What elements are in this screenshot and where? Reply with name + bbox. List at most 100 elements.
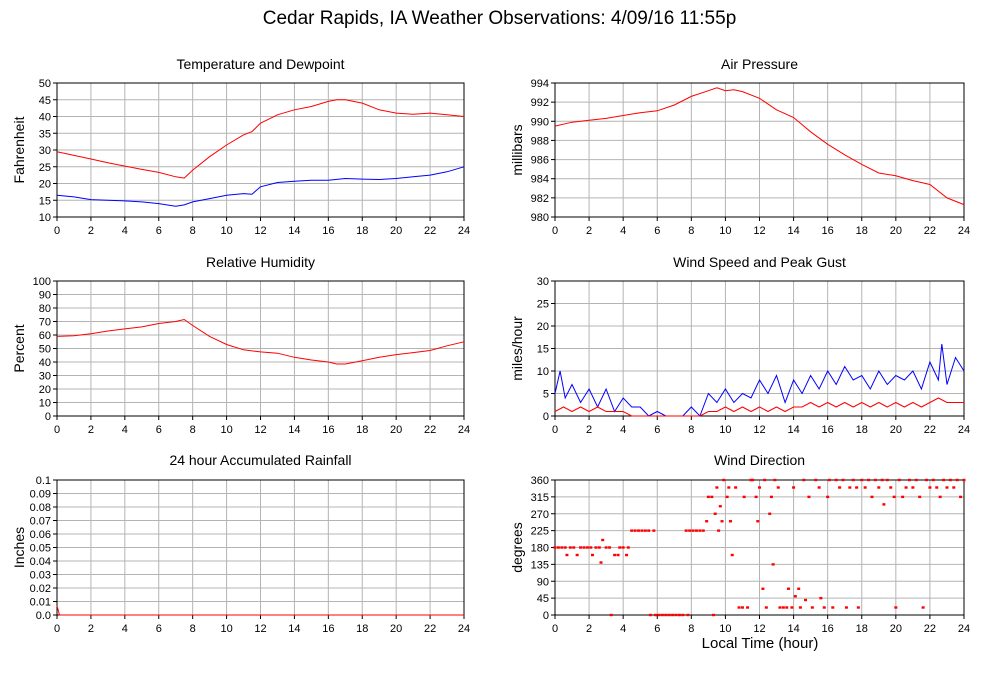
data-point [637, 529, 641, 532]
x-tick-label: 6 [156, 623, 162, 635]
data-point [616, 553, 620, 557]
data-point [918, 495, 922, 499]
data-point [730, 553, 734, 557]
data-point [948, 478, 952, 482]
data-point [894, 606, 898, 609]
data-point [931, 478, 935, 482]
data-point [844, 606, 848, 609]
x-tick-label: 22 [424, 424, 436, 436]
data-point [601, 538, 605, 542]
chart-title: Air Pressure [721, 56, 798, 72]
data-point [870, 495, 874, 499]
data-point [959, 495, 963, 499]
y-tick-label: 15 [537, 344, 549, 356]
y-tick-label: 0.0 [36, 610, 51, 622]
x-tick-label: 18 [856, 623, 868, 635]
data-point [826, 495, 830, 499]
data-point [911, 486, 915, 489]
data-point [718, 505, 722, 508]
data-point [822, 606, 826, 609]
x-tick-label: 10 [220, 424, 232, 436]
y-axis-label: degrees [509, 522, 525, 573]
y-tick-label: 360 [531, 475, 549, 487]
data-point [657, 613, 661, 617]
y-tick-label: 90 [39, 290, 51, 302]
series-line-0 [56, 605, 464, 616]
y-tick-label: 0.07 [30, 516, 51, 528]
x-tick-label: 4 [620, 424, 626, 436]
x-tick-label: 16 [322, 424, 334, 436]
data-point [677, 613, 681, 617]
data-point [889, 486, 893, 489]
data-point [711, 613, 715, 617]
data-point [633, 529, 637, 532]
y-tick-label: 35 [39, 128, 51, 140]
data-point [568, 546, 572, 549]
y-tick-label: 40 [39, 112, 51, 124]
scatter-series [553, 478, 966, 617]
data-point [652, 529, 656, 532]
y-tick-label: 992 [531, 97, 549, 109]
x-tick-label: 14 [288, 623, 300, 635]
x-tick-label: 20 [890, 225, 902, 237]
y-tick-label: 0.03 [30, 570, 51, 582]
data-point [935, 486, 939, 489]
data-point [763, 478, 767, 482]
data-point [560, 546, 564, 549]
y-tick-label: 315 [531, 492, 549, 504]
data-point [819, 596, 823, 600]
x-tick-label: 2 [586, 424, 592, 436]
data-point [817, 486, 821, 489]
y-tick-label: 30 [39, 371, 51, 383]
data-point [688, 529, 692, 532]
chart-title: 24 hour Accumulated Rainfall [169, 452, 351, 468]
y-tick-label: 45 [39, 95, 51, 107]
x-tick-label: 2 [88, 225, 94, 237]
data-point [626, 546, 630, 549]
x-tick-label: 8 [190, 225, 196, 237]
x-tick-label: 18 [856, 424, 868, 436]
x-tick-label: 12 [254, 225, 266, 237]
data-point [885, 478, 889, 482]
data-point [855, 486, 859, 489]
data-point [742, 495, 746, 499]
chart-title: Wind Direction [714, 452, 805, 468]
series-line-0 [554, 87, 965, 206]
data-point [756, 520, 760, 523]
y-tick-label: 0 [543, 610, 549, 622]
y-tick-label: 60 [39, 330, 51, 342]
y-tick-label: 100 [33, 276, 51, 288]
x-tick-label: 14 [288, 424, 300, 436]
gridlines [56, 280, 465, 417]
y-tick-label: 45 [537, 593, 549, 605]
data-point [764, 606, 768, 609]
data-point [882, 503, 886, 506]
data-point [952, 486, 956, 489]
data-point [599, 561, 603, 564]
data-point [942, 478, 946, 482]
x-tick-label: 22 [924, 623, 936, 635]
x-tick-label: 0 [552, 623, 558, 635]
y-tick-label: 0.05 [30, 543, 51, 555]
data-point [640, 529, 644, 532]
data-point [618, 546, 622, 549]
data-point [710, 495, 714, 499]
data-point [701, 529, 705, 532]
x-tick-label: 24 [458, 623, 470, 635]
data-point [807, 495, 811, 499]
series-line-0 [554, 343, 965, 417]
x-tick-label: 24 [958, 225, 970, 237]
data-point [671, 613, 675, 617]
y-tick-label: 990 [531, 116, 549, 128]
x-tick-label: 8 [688, 225, 694, 237]
y-tick-label: 10 [39, 398, 51, 410]
y-tick-label: 0.04 [30, 556, 51, 568]
y-tick-label: 30 [537, 276, 549, 288]
data-point [945, 486, 949, 489]
x-tick-label: 22 [424, 623, 436, 635]
x-tick-label: 22 [924, 424, 936, 436]
data-point [851, 478, 855, 482]
data-point [955, 478, 959, 482]
